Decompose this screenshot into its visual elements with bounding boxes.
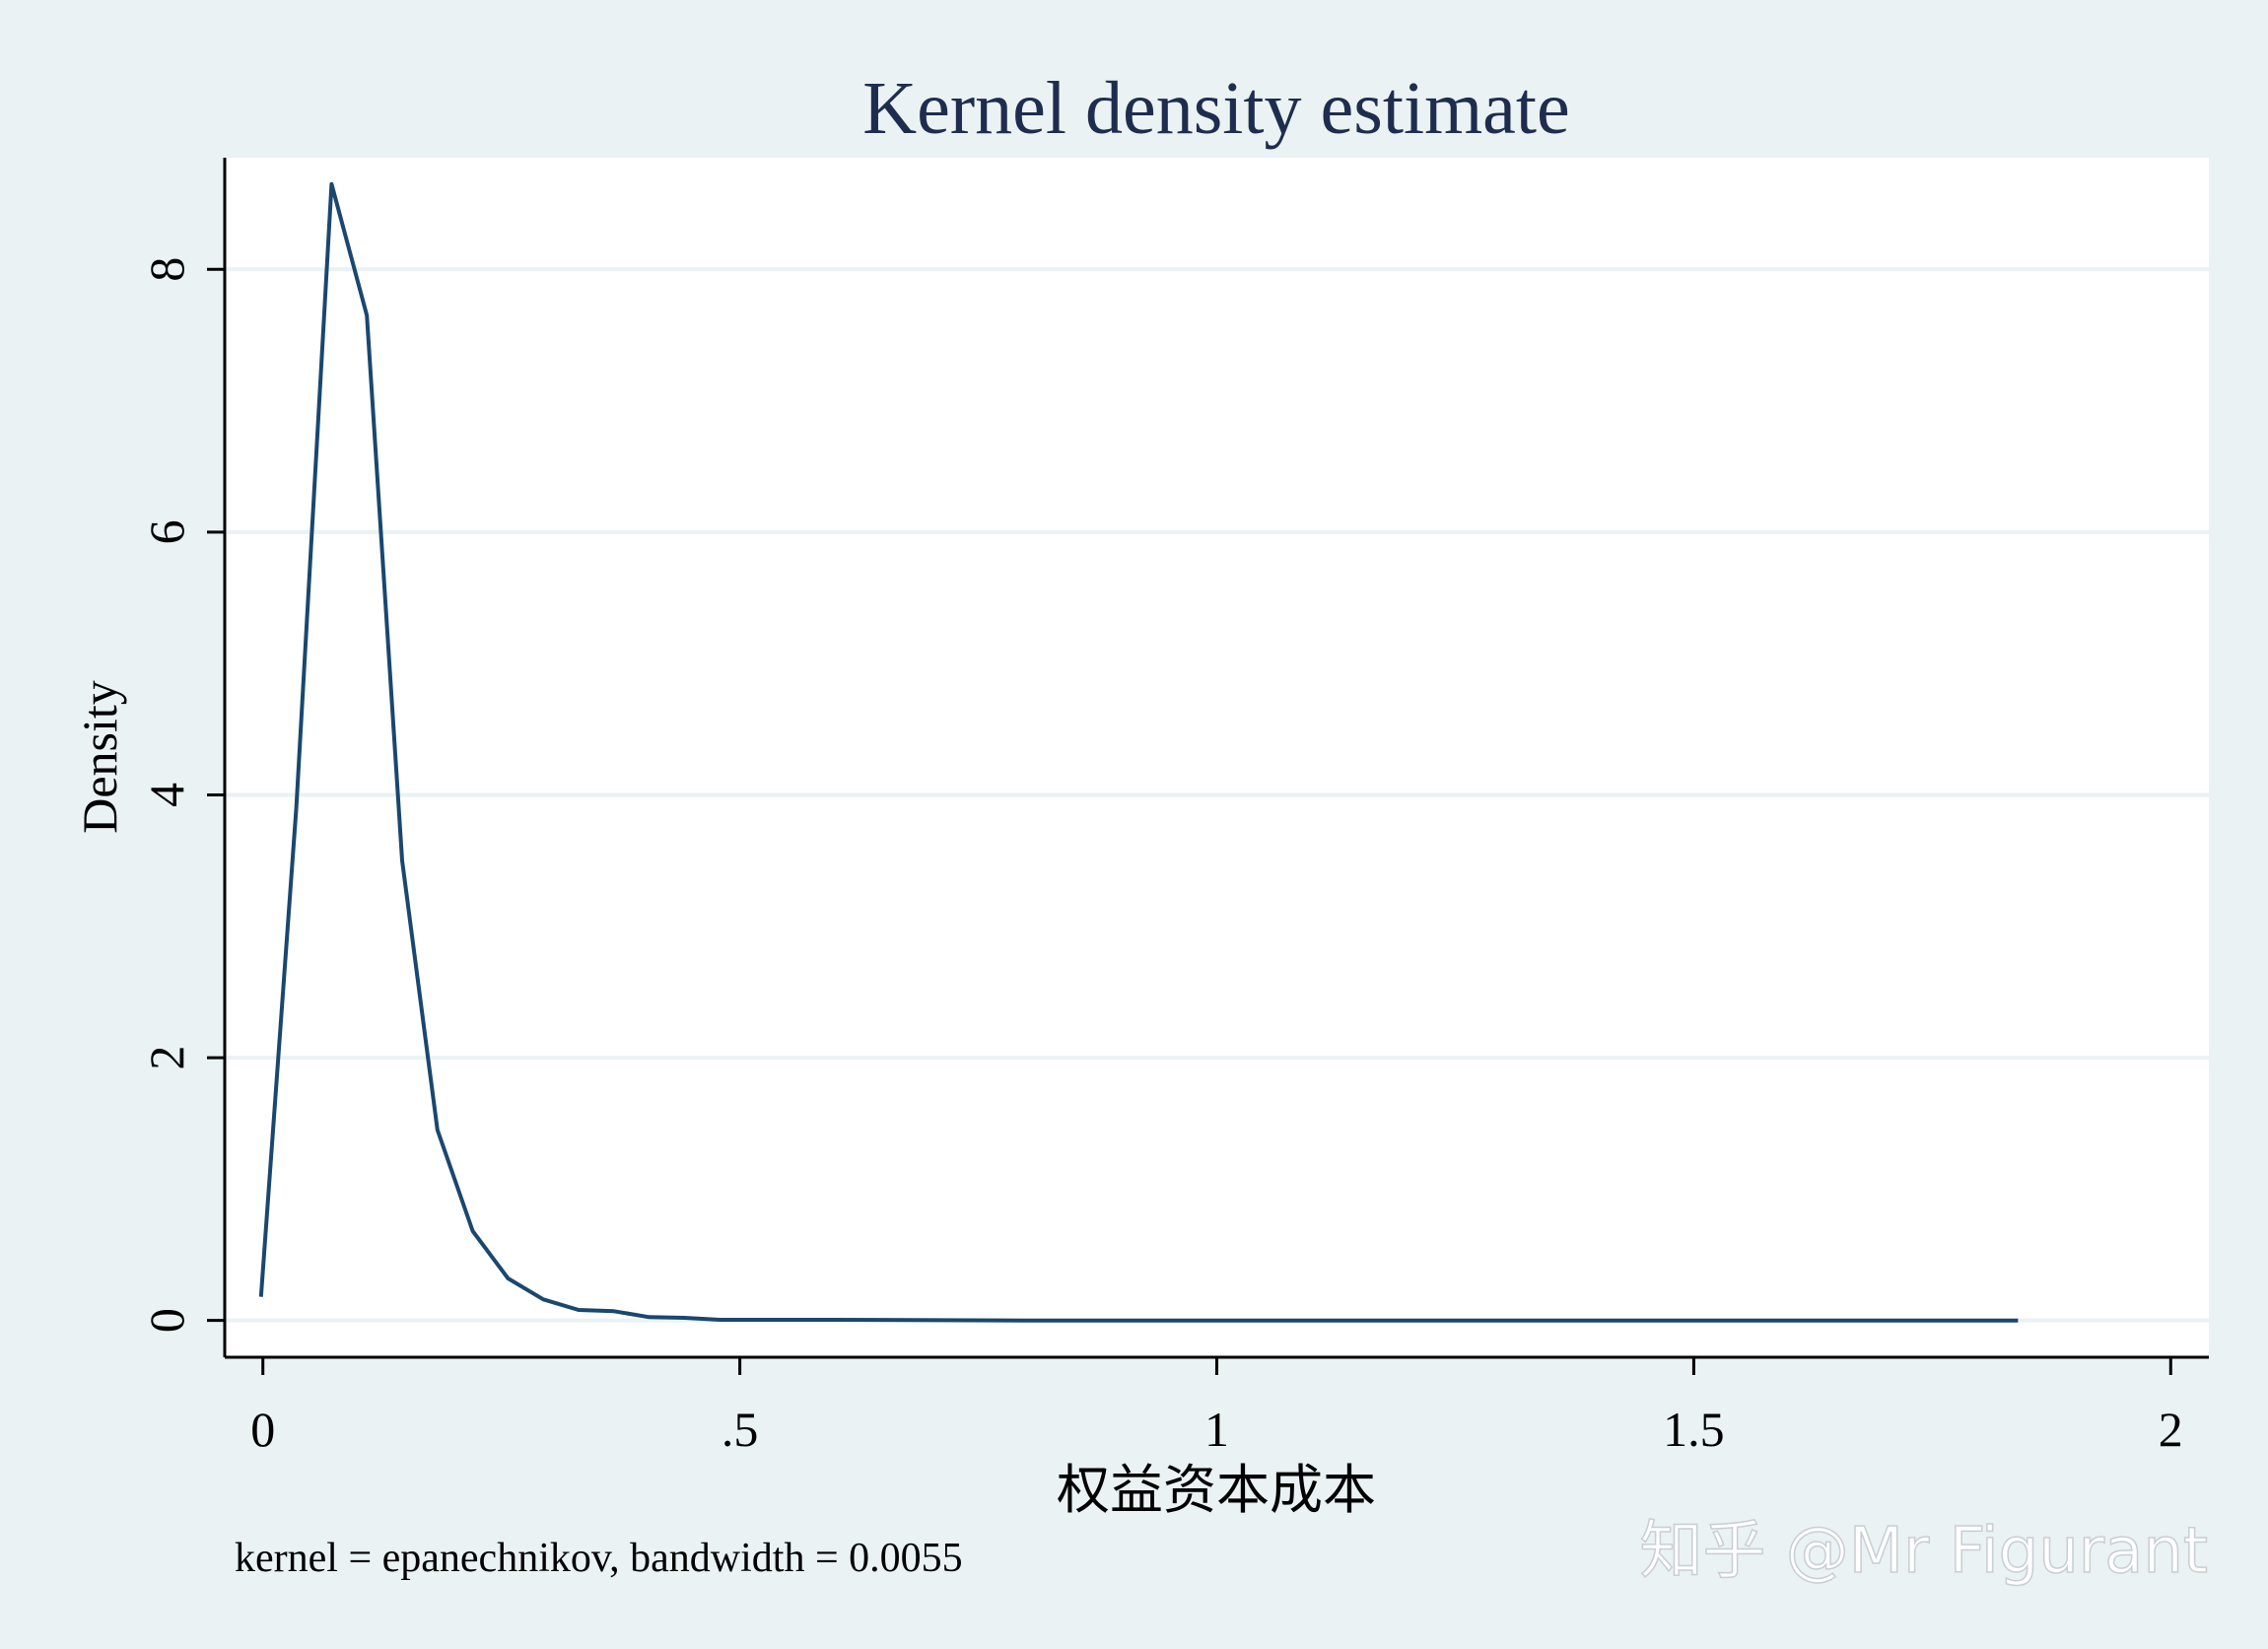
y-tick-label: 8	[139, 257, 194, 282]
watermark: 知乎 @Mr Figurant	[1639, 1515, 2208, 1588]
axis-ticks: 0 2 4 6 8 0 .5 1 1.5 2	[139, 257, 2183, 1457]
x-tick-label: 1	[1204, 1402, 1229, 1457]
x-tick-label: .5	[722, 1402, 759, 1457]
density-line	[258, 181, 2019, 1323]
kernel-note: kernel = epanechnikov, bandwidth = 0.005…	[235, 1536, 963, 1581]
chart-title: Kernel density estimate	[862, 67, 1570, 150]
y-axis-label: Density	[72, 680, 127, 834]
x-axis-label: 权益资本成本	[1057, 1459, 1376, 1521]
plot-area	[225, 158, 2209, 1357]
x-tick-label: 1.5	[1663, 1402, 1725, 1457]
y-tick-label: 2	[139, 1046, 194, 1070]
y-tick-label: 0	[139, 1308, 194, 1333]
y-tick-label: 6	[139, 519, 194, 544]
x-tick-label: 2	[2159, 1402, 2183, 1457]
y-tick-label: 4	[139, 783, 194, 807]
x-tick-label: 0	[250, 1402, 275, 1457]
